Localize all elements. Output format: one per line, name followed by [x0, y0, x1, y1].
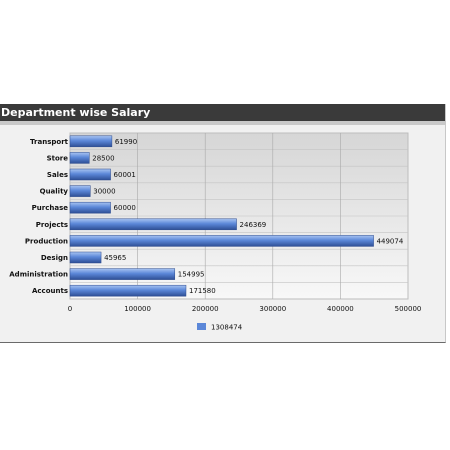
bar: [69, 135, 113, 148]
x-tick-label: 100000: [124, 305, 151, 313]
legend-swatch: [197, 323, 206, 330]
category-label: Accounts: [32, 287, 68, 295]
category-label: Production: [25, 237, 68, 245]
x-tick-label: 400000: [327, 305, 354, 313]
data-label: 246369: [240, 221, 267, 229]
bar: [69, 201, 111, 214]
category-label: Purchase: [32, 204, 69, 212]
x-tick-label: 300000: [259, 305, 286, 313]
category-label: Transport: [30, 138, 69, 146]
data-label: 154995: [178, 271, 205, 279]
data-label: 28500: [92, 154, 114, 162]
data-label: 45965: [104, 254, 126, 262]
category-label: Administration: [9, 271, 68, 279]
x-tick-label: 200000: [192, 305, 219, 313]
bar: [69, 168, 111, 181]
bar: [69, 235, 374, 247]
bar-chart: Transport 61990 Store 28500 Sales 60001 Qualit…: [9, 132, 422, 332]
bar: [69, 268, 176, 280]
data-label: 30000: [93, 188, 115, 196]
category-label: Design: [41, 254, 68, 262]
data-label: 60001: [114, 171, 136, 179]
data-label: 60000: [114, 204, 136, 212]
legend-label: 1308474: [211, 324, 243, 332]
data-label: 61990: [115, 138, 137, 146]
bar: [69, 218, 237, 231]
category-label: Store: [47, 154, 69, 162]
category-label: Sales: [47, 171, 68, 179]
data-label: 171580: [189, 287, 216, 295]
bar: [69, 152, 90, 164]
category-label: Projects: [36, 221, 68, 229]
chart-title: Department wise Salary: [0, 104, 445, 121]
bar: [69, 284, 187, 297]
title-underline: [0, 121, 445, 125]
bar: [69, 251, 102, 264]
x-tick-label: 500000: [395, 305, 422, 313]
bar: [69, 185, 91, 197]
category-label: Quality: [40, 188, 69, 196]
data-label: 449074: [377, 237, 404, 245]
x-tick-label: 0: [68, 305, 72, 313]
